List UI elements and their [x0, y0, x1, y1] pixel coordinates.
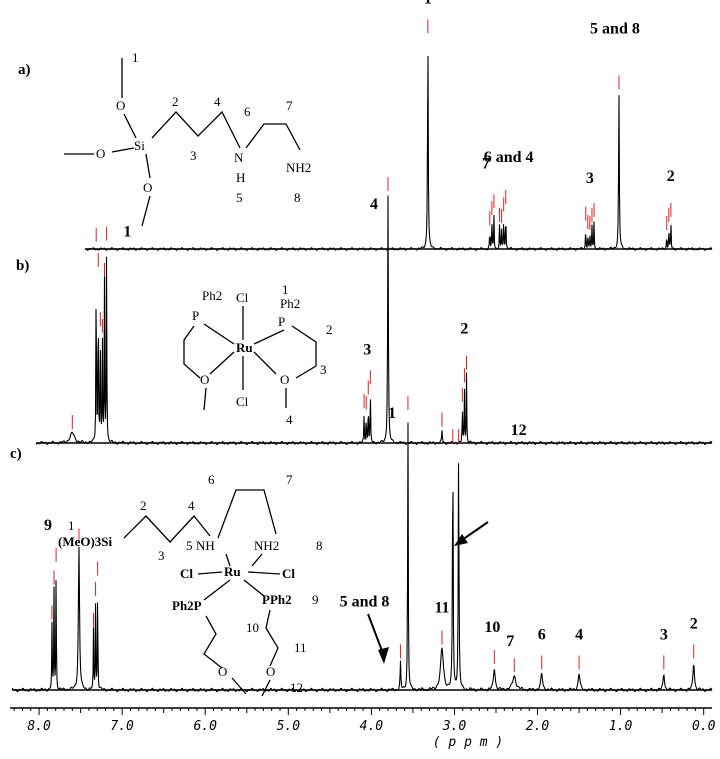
struct-c-label-3: 3 — [158, 548, 165, 563]
struct-b-atom-Ph2-left: Ph2 — [202, 288, 222, 303]
struct-a-atom-H: H — [236, 170, 245, 185]
panel-label-2: b) — [16, 258, 29, 274]
struct-c-label-9: 9 — [312, 592, 319, 607]
structure-a: 1 O Si O O 2 3 4 N H 5 6 7 NH2 8 — [64, 50, 311, 227]
struct-a-label-5: 5 — [236, 190, 243, 205]
peak-label-3-4: 1 — [388, 405, 396, 422]
peak-label-1-2: 6 and 4 — [484, 149, 534, 166]
peak-label-1-4: 5 and 8 — [590, 20, 640, 37]
x-tick-label: 0.0 — [692, 719, 716, 734]
struct-c-label-8: 8 — [316, 538, 323, 553]
peak-label-3-5: 11 — [434, 600, 449, 617]
struct-c-atom-NH2: NH2 — [254, 538, 279, 553]
peak-label-3-11: 4 — [575, 626, 583, 643]
struct-c-label-12: 12 — [290, 680, 303, 695]
peak-label-1-5: 2 — [667, 168, 675, 185]
spectrum-3 — [11, 396, 713, 693]
peak-label-3-10: 6 — [538, 626, 546, 643]
peak-label-1-1: 7 — [482, 155, 490, 172]
struct-c-label-7: 7 — [286, 472, 293, 487]
structure-b: Ph2 P Cl 1 Ph2 P Ru 2 O O 3 Cl 4 — [183, 282, 333, 427]
x-tick-label: 4.0 — [360, 719, 384, 734]
panel-label-1: a) — [18, 62, 31, 78]
struct-b-atom-Cl-bottom: Cl — [236, 394, 249, 409]
struct-b-atom-O-right: O — [280, 372, 289, 387]
arrow-5-and-8 — [367, 613, 389, 664]
structure-c: 1 (MeO)3Si 2 3 4 5 NH 6 7 NH2 8 Ru Cl Cl… — [58, 472, 323, 697]
peak-label-3-13: 2 — [690, 615, 698, 632]
spectrum-trace-3 — [11, 422, 713, 693]
x-axis-title: ( p p m ) — [433, 735, 503, 750]
x-tick-label: 2.0 — [526, 719, 550, 734]
x-tick-label: 3.0 — [442, 719, 467, 734]
peak-label-3-12: 3 — [660, 626, 668, 643]
peak-label-3-8: 10 — [484, 619, 500, 636]
struct-c-label-1: 1 — [68, 518, 75, 533]
struct-c-atom-Cl-right: Cl — [282, 566, 295, 581]
peak-label-3-9: 7 — [506, 633, 514, 650]
peak-label-3-3: 5 and 8 — [340, 593, 390, 610]
struct-a-label-2: 2 — [172, 94, 179, 109]
struct-c-label-2: 2 — [140, 498, 147, 513]
struct-b-atom-P-left: P — [192, 308, 199, 323]
struct-b-label-4: 4 — [286, 412, 293, 427]
struct-a-label-3: 3 — [190, 148, 197, 163]
peak-label-3-0: 9 — [44, 517, 52, 534]
struct-c-label-11: 11 — [294, 640, 307, 655]
struct-c-label-6: 6 — [208, 472, 215, 487]
struct-c-atom-NH: NH — [196, 538, 215, 553]
peak-label-2-0: 1 — [123, 224, 131, 241]
struct-a-atom-Si: Si — [134, 138, 145, 153]
struct-b-label-3: 3 — [320, 362, 327, 377]
struct-b-atom-Cl-top: Cl — [236, 290, 249, 305]
x-axis: 8.0 7.0 6.0 5.0 4.0 3.0 2.0 1.0 0.0 ( p p m ) — [10, 707, 716, 750]
struct-a-atom-O-left: O — [96, 146, 105, 161]
struct-c-label-5: 5 — [186, 538, 193, 553]
struct-a-atom-N: N — [234, 150, 244, 165]
spectrum-2 — [36, 177, 713, 446]
x-tick-label: 6.0 — [193, 719, 217, 734]
struct-b-atom-P-right: P — [278, 314, 285, 329]
struct-c-atom-O-right: O — [266, 664, 275, 679]
panel-label-3: c) — [10, 446, 22, 462]
struct-b-label-1: 1 — [282, 282, 289, 297]
peak-label-1-3: 3 — [586, 170, 594, 187]
struct-c-atom-Ph2P: Ph2P — [172, 598, 202, 613]
peak-label-1-0: 1 — [424, 0, 432, 7]
struct-c-label-10: 10 — [246, 620, 259, 635]
peak-label-2-3: 4 — [370, 196, 378, 213]
struct-c-label-4: 4 — [188, 498, 195, 513]
x-tick-label: 7.0 — [110, 719, 134, 734]
spectrum-trace-1 — [84, 55, 713, 251]
struct-c-atom-PPh2: PPh2 — [262, 592, 292, 607]
struct-c-atom-MeO3Si: (MeO)3Si — [58, 534, 113, 549]
spectrum-1 — [84, 19, 713, 251]
struct-b-atom-O-left: O — [200, 372, 209, 387]
peak-label-2-2: 3 — [363, 341, 371, 358]
struct-a-atom-O-top: O — [116, 98, 125, 113]
struct-c-atom-O-left: O — [218, 664, 227, 679]
struct-a-atom-O-bottom: O — [143, 180, 152, 195]
x-tick-label: 8.0 — [27, 719, 51, 734]
struct-a-label-4: 4 — [214, 94, 221, 109]
struct-c-atom-Ru: Ru — [224, 564, 241, 579]
struct-a-label-6: 6 — [244, 104, 251, 119]
peak-label-3-7: 12 — [511, 422, 527, 439]
struct-a-label-8: 8 — [294, 190, 301, 205]
struct-b-atom-Ru: Ru — [236, 340, 253, 355]
arrow-12 — [454, 521, 489, 546]
struct-a-label-7: 7 — [286, 98, 293, 113]
struct-a-atom-NH2: NH2 — [286, 160, 311, 175]
struct-b-atom-Ph2-right: Ph2 — [280, 296, 300, 311]
peak-label-2-5: 2 — [460, 321, 468, 338]
x-tick-label: 1.0 — [609, 719, 633, 734]
struct-a-label-1: 1 — [132, 50, 139, 65]
struct-c-atom-Cl-left: Cl — [180, 566, 193, 581]
spectra-layer — [11, 19, 713, 693]
spectrum-trace-2 — [36, 195, 713, 446]
struct-b-label-2: 2 — [326, 322, 333, 337]
x-tick-label: 5.0 — [277, 719, 301, 734]
